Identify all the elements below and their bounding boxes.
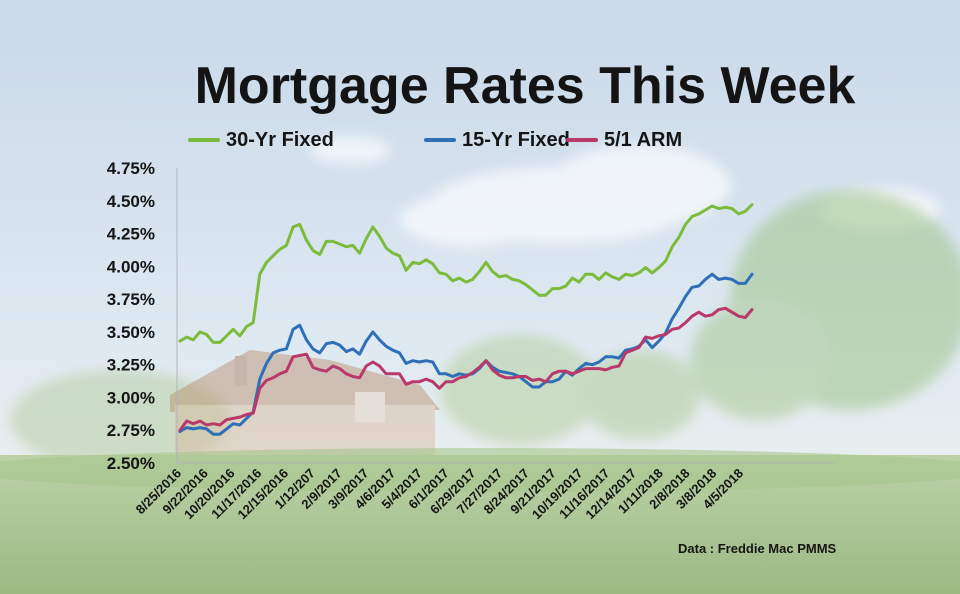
y-tick-label: 4.00% [107, 257, 155, 276]
y-tick-label: 3.25% [107, 356, 155, 375]
legend-item-15yr: 15-Yr Fixed [424, 128, 570, 152]
legend-label-15yr: 15-Yr Fixed [462, 128, 570, 151]
y-tick-label: 4.75% [107, 159, 155, 178]
legend-label-arm: 5/1 ARM [604, 128, 683, 151]
legend-label-30yr: 30-Yr Fixed [226, 128, 334, 151]
y-tick-label: 4.50% [107, 192, 155, 211]
legend-swatch-30yr [188, 138, 220, 142]
y-tick-label: 3.75% [107, 290, 155, 309]
legend-swatch-15yr [424, 138, 456, 142]
y-tick-label: 2.75% [107, 421, 155, 440]
y-tick-label: 3.00% [107, 388, 155, 407]
y-tick-label: 4.25% [107, 225, 155, 244]
trees [10, 190, 960, 470]
x-tick-labels: 8/25/20169/22/201610/20/201611/17/201612… [133, 466, 747, 523]
series-line-0 [178, 203, 754, 344]
legend-swatch-arm [566, 138, 598, 142]
y-tick-labels: 4.75% 4.50% 4.25% 4.00% 3.75% 3.50% 3.25% 3.00%… [107, 159, 155, 473]
y-tick-label: 2.50% [107, 454, 155, 473]
legend-item-arm: 5/1 ARM [566, 128, 682, 152]
source-note: Data : Freddie Mac PMMS [678, 541, 837, 556]
series-line-1 [178, 272, 754, 436]
series-line-2 [178, 306, 754, 432]
legend-item-30yr: 30-Yr Fixed [188, 128, 334, 152]
page-title: Mortgage Rates This Week [194, 57, 856, 115]
y-tick-label: 3.50% [107, 323, 155, 342]
series-lines [178, 203, 754, 436]
